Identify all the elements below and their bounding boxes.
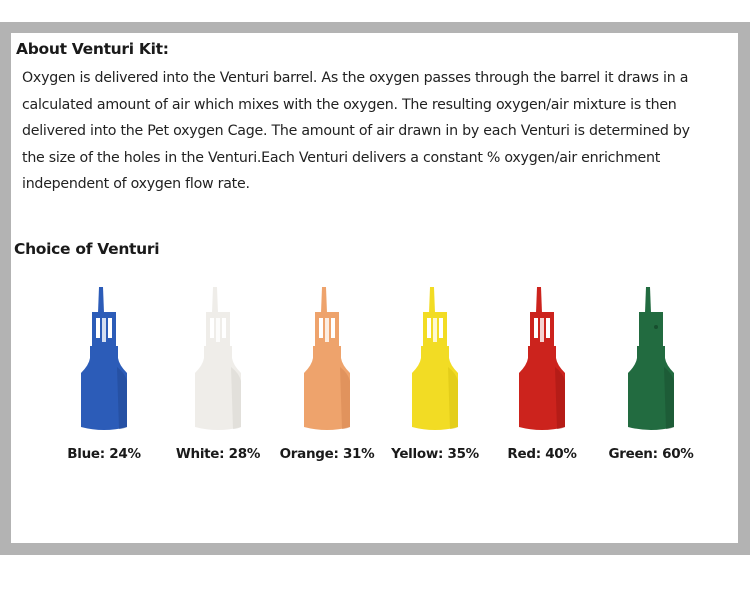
venturi-label: Red: 40% — [507, 446, 577, 462]
venturi-label: Yellow: 35% — [391, 446, 479, 462]
venturi-item: Red: 40% — [487, 285, 597, 462]
venturi-item: Green: 60% — [596, 285, 706, 462]
venturi-item: Yellow: 35% — [380, 285, 490, 462]
about-text: Oxygen is delivered into the Venturi bar… — [22, 70, 690, 192]
venturi-label: Orange: 31% — [279, 446, 375, 462]
venturi-image — [628, 287, 674, 430]
venturi-label: Green: 60% — [608, 446, 694, 462]
venturi-label: Blue: 24% — [67, 446, 141, 462]
venturi-image — [304, 287, 350, 430]
venturi-image — [81, 287, 127, 430]
venturi-image — [412, 287, 458, 430]
venturi-item: Blue: 24% — [49, 285, 159, 462]
venturi-image — [195, 287, 241, 430]
content-frame — [0, 22, 750, 555]
content-panel — [11, 33, 738, 543]
venturi-image — [519, 287, 565, 430]
venturi-label: White: 28% — [175, 446, 261, 462]
about-heading: About Venturi Kit: — [16, 40, 169, 58]
choice-heading: Choice of Venturi — [14, 240, 160, 258]
venturi-item: Orange: 31% — [272, 285, 382, 462]
venturi-item: White: 28% — [163, 285, 273, 462]
